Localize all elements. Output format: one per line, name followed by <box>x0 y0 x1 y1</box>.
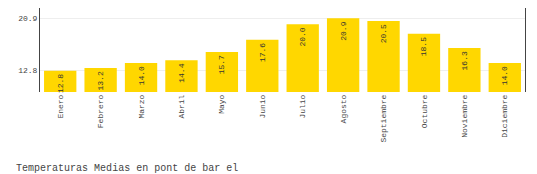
svg-text:18.5: 18.5 <box>419 37 428 56</box>
svg-text:Mayo: Mayo <box>217 94 226 113</box>
svg-text:12.8: 12.8 <box>18 66 37 75</box>
svg-text:Junio: Junio <box>258 94 267 118</box>
svg-text:14.4: 14.4 <box>177 63 186 82</box>
svg-text:Abril: Abril <box>177 94 186 118</box>
svg-text:16.3: 16.3 <box>460 51 469 70</box>
svg-text:20.5: 20.5 <box>379 24 388 43</box>
svg-text:Febrero: Febrero <box>96 94 105 128</box>
svg-text:15.7: 15.7 <box>217 55 226 74</box>
svg-text:Agosto: Agosto <box>339 94 348 123</box>
svg-text:20.0: 20.0 <box>298 27 307 46</box>
svg-text:14.0: 14.0 <box>137 66 146 85</box>
svg-text:Octubre: Octubre <box>420 94 429 128</box>
svg-text:13.2: 13.2 <box>96 71 105 90</box>
svg-text:Septiembre: Septiembre <box>379 94 388 142</box>
svg-text:20.9: 20.9 <box>339 21 348 40</box>
svg-text:Julio: Julio <box>298 94 307 118</box>
svg-text:Noviembre: Noviembre <box>460 94 469 137</box>
svg-text:Diciembre: Diciembre <box>500 94 509 137</box>
svg-text:14.0: 14.0 <box>500 66 509 85</box>
svg-text:17.6: 17.6 <box>258 43 267 62</box>
svg-text:20.9: 20.9 <box>18 14 37 23</box>
svg-text:Enero: Enero <box>56 94 65 118</box>
svg-text:Temperaturas Medias en pont de: Temperaturas Medias en pont de bar el <box>16 163 238 174</box>
svg-text:Marzo: Marzo <box>137 94 146 118</box>
svg-text:12.8: 12.8 <box>56 74 65 93</box>
